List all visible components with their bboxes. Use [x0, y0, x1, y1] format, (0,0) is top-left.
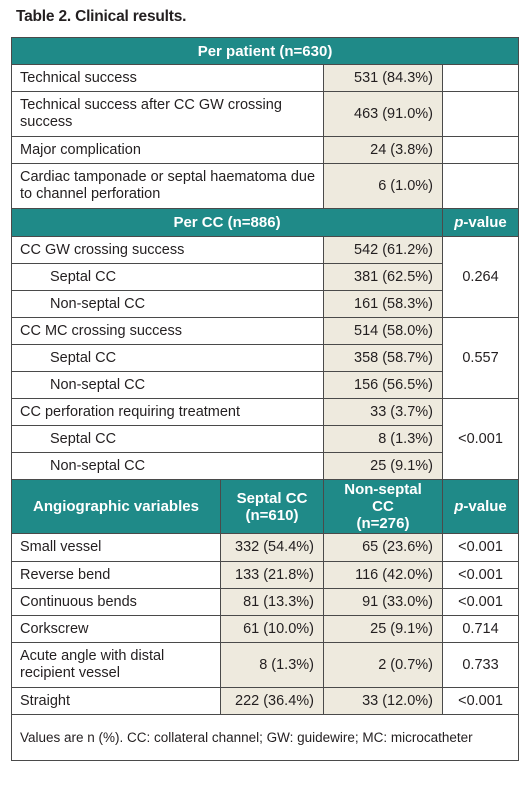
row-label: Septal CC: [11, 344, 324, 372]
table-row: CC GW crossing success 542 (61.2%) 0.264: [11, 236, 520, 318]
septal-value: 222 (36.4%): [220, 687, 324, 715]
septal-value: 81 (13.3%): [220, 588, 324, 616]
p-value: 0.557: [441, 317, 520, 399]
row-label: Non-septal CC: [11, 290, 324, 318]
row-value: 531 (84.3%): [323, 64, 443, 92]
row-label: CC GW crossing success: [11, 236, 324, 264]
row-label: Straight: [11, 687, 221, 715]
table-row: Technical success 531 (84.3%): [11, 64, 520, 92]
row-value: 8 (1.3%): [323, 425, 443, 453]
pvalue-header: p-value: [441, 479, 520, 534]
p-value: <0.001: [441, 561, 520, 589]
per-cc-header: Per CC (n=886): [11, 208, 443, 237]
table-row: Non-septal CC 161 (58.3%): [11, 290, 519, 318]
p-value: 0.264: [441, 236, 520, 318]
table-row: Non-septal CC 156 (56.5%): [11, 371, 519, 399]
p-value: <0.001: [441, 687, 520, 715]
row-value: 463 (91.0%): [323, 91, 443, 137]
p-value: <0.001: [441, 398, 520, 480]
table-row: CC perforation requiring treatment 33 (3…: [11, 398, 520, 480]
table-row: Non-septal CC 25 (9.1%): [11, 452, 519, 480]
table-row: Corkscrew 61 (10.0%) 25 (9.1%) 0.714: [11, 615, 520, 643]
table-row: Major complication 24 (3.8%): [11, 136, 520, 164]
row-value: 161 (58.3%): [323, 290, 443, 318]
table-row: Technical success after CC GW crossing s…: [11, 91, 520, 137]
row-label: Corkscrew: [11, 615, 221, 643]
table-row: Small vessel 332 (54.4%) 65 (23.6%) <0.0…: [11, 533, 520, 562]
row-value: 514 (58.0%): [323, 317, 443, 345]
nonseptal-value: 2 (0.7%): [323, 642, 443, 688]
col-septal-header: Septal CC (n=610): [220, 479, 324, 534]
row-label: Reverse bend: [11, 561, 221, 589]
row-label: Technical success: [11, 64, 324, 92]
table-row: Cardiac tamponade or septal haematoma du…: [11, 163, 520, 209]
nonseptal-value: 65 (23.6%): [323, 533, 443, 562]
table-row: Acute angle with distal recipient vessel…: [11, 642, 520, 688]
row-value: 6 (1.0%): [323, 163, 443, 209]
nonseptal-value: 33 (12.0%): [323, 687, 443, 715]
row-value: 542 (61.2%): [323, 236, 443, 264]
row-label: CC MC crossing success: [11, 317, 324, 345]
row-label: Non-septal CC: [11, 371, 324, 399]
table-caption: Table 2. Clinical results.: [16, 8, 187, 25]
table-footnote: Values are n (%). CC: collateral channel…: [10, 714, 520, 761]
row-value: 156 (56.5%): [323, 371, 443, 399]
table-row: CC MC crossing success 514 (58.0%) 0.557: [11, 317, 520, 399]
p-value: <0.001: [441, 533, 520, 562]
row-label: Continuous bends: [11, 588, 221, 616]
row-value: 358 (58.7%): [323, 344, 443, 372]
angio-header: Angiographic variables: [11, 479, 221, 534]
row-value: 24 (3.8%): [323, 136, 443, 164]
row-label: Technical success after CC GW crossing s…: [11, 91, 324, 137]
row-value: 25 (9.1%): [323, 452, 443, 480]
p-value: <0.001: [441, 588, 520, 616]
septal-value: 61 (10.0%): [220, 615, 324, 643]
row-label: Small vessel: [11, 533, 221, 562]
table-row: Continuous bends 81 (13.3%) 91 (33.0%) <…: [11, 588, 520, 616]
table-row: Reverse bend 133 (21.8%) 116 (42.0%) <0.…: [11, 561, 520, 589]
row-label: Cardiac tamponade or septal haematoma du…: [11, 163, 324, 209]
row-value: 381 (62.5%): [323, 263, 443, 291]
septal-value: 8 (1.3%): [220, 642, 324, 688]
row-label: Acute angle with distal recipient vessel: [11, 642, 221, 688]
row-label: Septal CC: [11, 263, 324, 291]
row-label: CC perforation requiring treatment: [11, 398, 324, 426]
table-row: Septal CC 8 (1.3%): [11, 425, 519, 453]
table-row: Straight 222 (36.4%) 33 (12.0%) <0.001: [11, 687, 520, 715]
p-value: 0.714: [441, 615, 520, 643]
row-value: 33 (3.7%): [323, 398, 443, 426]
septal-value: 332 (54.4%): [220, 533, 324, 562]
nonseptal-value: 91 (33.0%): [323, 588, 443, 616]
clinical-results-table: Per patient (n=630) Technical success 53…: [10, 37, 520, 761]
table-row: Septal CC 381 (62.5%): [11, 263, 519, 291]
row-label: Septal CC: [11, 425, 324, 453]
row-label: Major complication: [11, 136, 324, 164]
col-nonseptal-header: Non-septal CC (n=276): [323, 479, 443, 534]
nonseptal-value: 25 (9.1%): [323, 615, 443, 643]
per-patient-header: Per patient (n=630): [10, 37, 520, 65]
pvalue-header: p-value: [441, 208, 520, 237]
table-row: Septal CC 358 (58.7%): [11, 344, 519, 372]
p-value: 0.733: [441, 642, 520, 688]
septal-value: 133 (21.8%): [220, 561, 324, 589]
nonseptal-value: 116 (42.0%): [323, 561, 443, 589]
row-label: Non-septal CC: [11, 452, 324, 480]
